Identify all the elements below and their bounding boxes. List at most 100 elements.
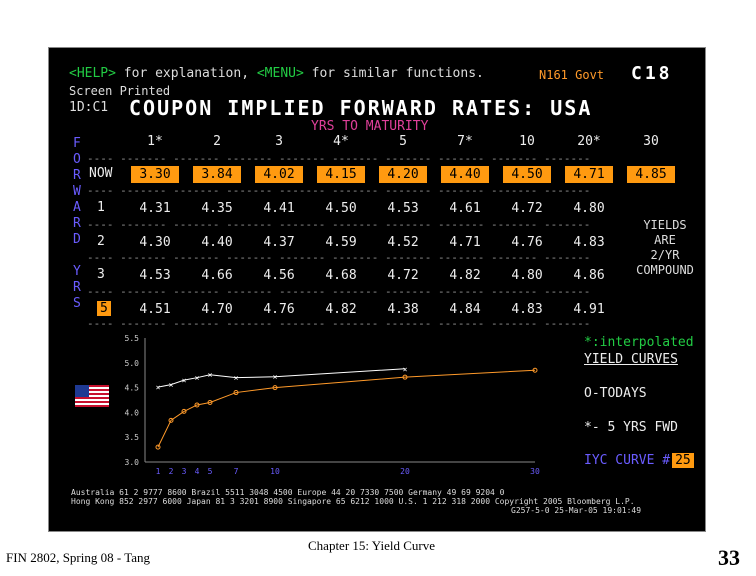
rate-cell: 4.35: [201, 201, 233, 216]
rate-cell: 4.86: [573, 268, 605, 283]
data-point: [402, 374, 408, 380]
rate-cell: 4.51: [139, 302, 171, 317]
iyc-curve-text: IYC CURVE #: [584, 453, 671, 468]
ticker-label: N161 Govt: [539, 68, 605, 82]
table-divider: ---- ------- ------- ------- ------- ---…: [87, 218, 591, 231]
table-divider: ---- ------- ------- ------- ------- ---…: [87, 152, 591, 165]
yields-note-line: ARE: [654, 233, 676, 247]
column-header: 7*: [457, 134, 473, 149]
data-point: [168, 417, 174, 423]
column-header: 4*: [333, 134, 349, 149]
column-header: 5: [399, 134, 407, 149]
y-tick-label: 4.5: [125, 384, 140, 393]
rate-cell: 4.83: [511, 302, 543, 317]
row-label: 3: [97, 267, 105, 282]
rate-cell: 4.56: [263, 268, 295, 283]
rate-cell: 4.02: [255, 166, 303, 183]
rate-cell: 4.80: [573, 201, 605, 216]
bloomberg-terminal-screen: <HELP> for explanation, <MENU> for simil…: [48, 47, 706, 532]
x-tick-label: 10: [270, 467, 280, 476]
menu-text: for similar functions.: [303, 66, 484, 81]
y-tick-label: 5.0: [125, 359, 140, 368]
screen-printed-label: Screen Printed: [69, 84, 171, 98]
rate-cell: 4.41: [263, 201, 295, 216]
y-tick-label: 5.5: [125, 334, 140, 343]
yields-note-line: 2/YR: [650, 248, 680, 262]
data-point: ×: [156, 383, 161, 392]
rate-cell: 4.53: [139, 268, 171, 283]
rate-cell: 4.66: [201, 268, 233, 283]
chapter-label: Chapter 15: Yield Curve: [308, 538, 435, 553]
column-header: 2: [213, 134, 221, 149]
rate-cell: 4.52: [387, 235, 419, 250]
row-label[interactable]: 5: [97, 301, 111, 316]
rate-cell: 4.59: [325, 235, 357, 250]
row-label-text: 5: [97, 301, 111, 316]
rate-cell: 4.71: [565, 166, 613, 183]
rate-cell: 4.31: [139, 201, 171, 216]
rate-cell: 4.71: [449, 235, 481, 250]
side-label-letter: R: [73, 168, 81, 183]
yield-curves-legend-title: YIELD CURVES: [584, 352, 678, 367]
rate-cell: 4.76: [263, 302, 295, 317]
rate-cell: 4.30: [139, 235, 171, 250]
iyc-curve-input[interactable]: 25: [672, 453, 694, 468]
rate-cell: 4.83: [573, 235, 605, 250]
interpolated-note: *:interpolated: [584, 335, 694, 350]
rate-cell: 4.20: [379, 166, 427, 183]
x-tick-label: 7: [234, 467, 239, 476]
footer-contacts-line1: Australia 61 2 9777 8600 Brazil 5511 304…: [71, 488, 505, 497]
x-tick-label: 30: [530, 467, 540, 476]
row-label: 2: [97, 234, 105, 249]
side-label-letter: S: [73, 296, 81, 311]
rate-cell: 4.40: [201, 235, 233, 250]
rate-cell: 4.76: [511, 235, 543, 250]
screen-code: C18: [631, 63, 673, 84]
legend-5yr-forward: *- 5 YRS FWD: [584, 420, 678, 435]
y-tick-label: 3.5: [125, 433, 140, 442]
column-header: 30: [643, 134, 659, 149]
side-label-letter: F: [73, 136, 81, 151]
footer-timestamp: G257-5-0 25-Mar-05 19:01:49: [511, 506, 642, 515]
yields-note-line: YIELDS: [643, 218, 687, 232]
rate-cell: 3.84: [193, 166, 241, 183]
data-point: ×: [195, 374, 200, 383]
column-header: 20*: [577, 134, 601, 149]
x-tick-label: 3: [182, 467, 187, 476]
rate-cell: 4.50: [503, 166, 551, 183]
row-label-text: NOW: [89, 166, 113, 181]
series-line: [157, 369, 536, 448]
column-header: 1*: [147, 134, 163, 149]
menu-key[interactable]: <MENU>: [256, 66, 304, 81]
help-key[interactable]: <HELP>: [69, 66, 116, 81]
rate-cell: 4.61: [449, 201, 481, 216]
maturity-subtitle: YRS TO MATURITY: [311, 119, 429, 134]
rate-cell: 3.30: [131, 166, 179, 183]
row-label: NOW: [89, 166, 112, 181]
yields-note-line: COMPOUND: [636, 263, 694, 277]
side-label-letter: Y: [73, 264, 81, 279]
data-point: ×: [234, 374, 239, 383]
rate-cell: 4.72: [511, 201, 543, 216]
x-tick-label: 1: [156, 467, 161, 476]
data-point: [207, 399, 213, 405]
row-label-text: 2: [97, 234, 105, 249]
rate-cell: 4.68: [325, 268, 357, 283]
y-tick-label: 4.0: [125, 408, 140, 417]
rate-cell: 4.82: [325, 302, 357, 317]
side-label-letter: R: [73, 280, 81, 295]
help-line: <HELP> for explanation, <MENU> for simil…: [69, 66, 484, 81]
page-code: 1D:C1: [69, 100, 109, 115]
row-label-text: 3: [97, 267, 105, 282]
rate-cell: 4.85: [627, 166, 675, 183]
data-point: ×: [182, 376, 187, 385]
iyc-curve-label: IYC CURVE #25: [584, 453, 694, 468]
rate-cell: 4.38: [387, 302, 419, 317]
data-point: [272, 385, 278, 391]
column-header: 3: [275, 134, 283, 149]
rate-cell: 4.91: [573, 302, 605, 317]
row-label-text: 1: [97, 200, 105, 215]
x-tick-label: 4: [195, 467, 200, 476]
rate-cell: 4.80: [511, 268, 543, 283]
column-header: 10: [519, 134, 535, 149]
